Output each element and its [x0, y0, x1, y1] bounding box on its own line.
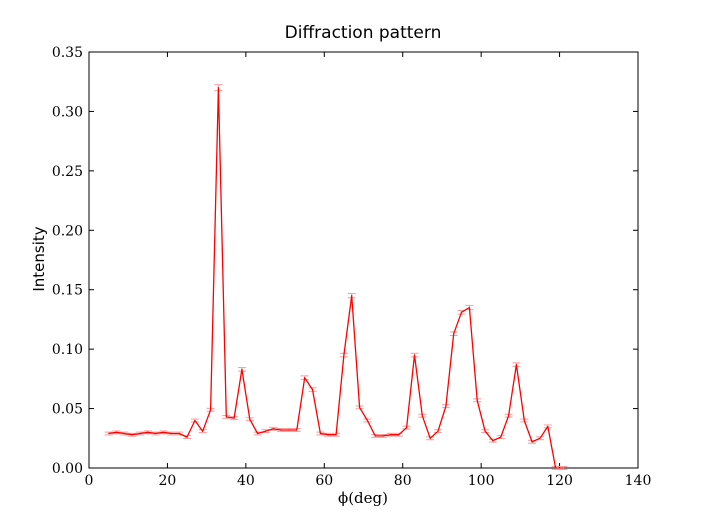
x-axis-label: ϕ(deg) — [338, 489, 388, 507]
y-axis-label: Intensity — [30, 226, 48, 291]
y-tick-label: 0.10 — [52, 342, 83, 358]
y-tick-label: 0.05 — [52, 402, 83, 418]
x-tick-label: 40 — [237, 473, 255, 489]
x-tick-label: 80 — [394, 473, 412, 489]
y-tick-label: 0.00 — [52, 461, 83, 477]
x-tick-label: 60 — [315, 473, 333, 489]
plot-area: 0 20 40 60 80 100 120 140 0.00 0.05 0.10 0.15 0.20 0.… — [52, 45, 652, 489]
y-tick-label: 0.20 — [52, 223, 83, 239]
chart-title: Diffraction pattern — [285, 23, 442, 43]
x-tick-label: 100 — [468, 473, 495, 489]
axes-frame — [88, 51, 639, 469]
y-tick-label: 0.30 — [52, 104, 83, 120]
y-tick-label: 0.35 — [52, 45, 83, 61]
y-tick-label: 0.15 — [52, 283, 83, 299]
series-line — [108, 87, 564, 469]
y-tick-label: 0.25 — [52, 164, 83, 180]
x-tick-label: 0 — [85, 473, 94, 489]
x-tick-label: 20 — [159, 473, 177, 489]
x-tick-label: 120 — [546, 473, 573, 489]
x-tick-label: 140 — [625, 473, 652, 489]
